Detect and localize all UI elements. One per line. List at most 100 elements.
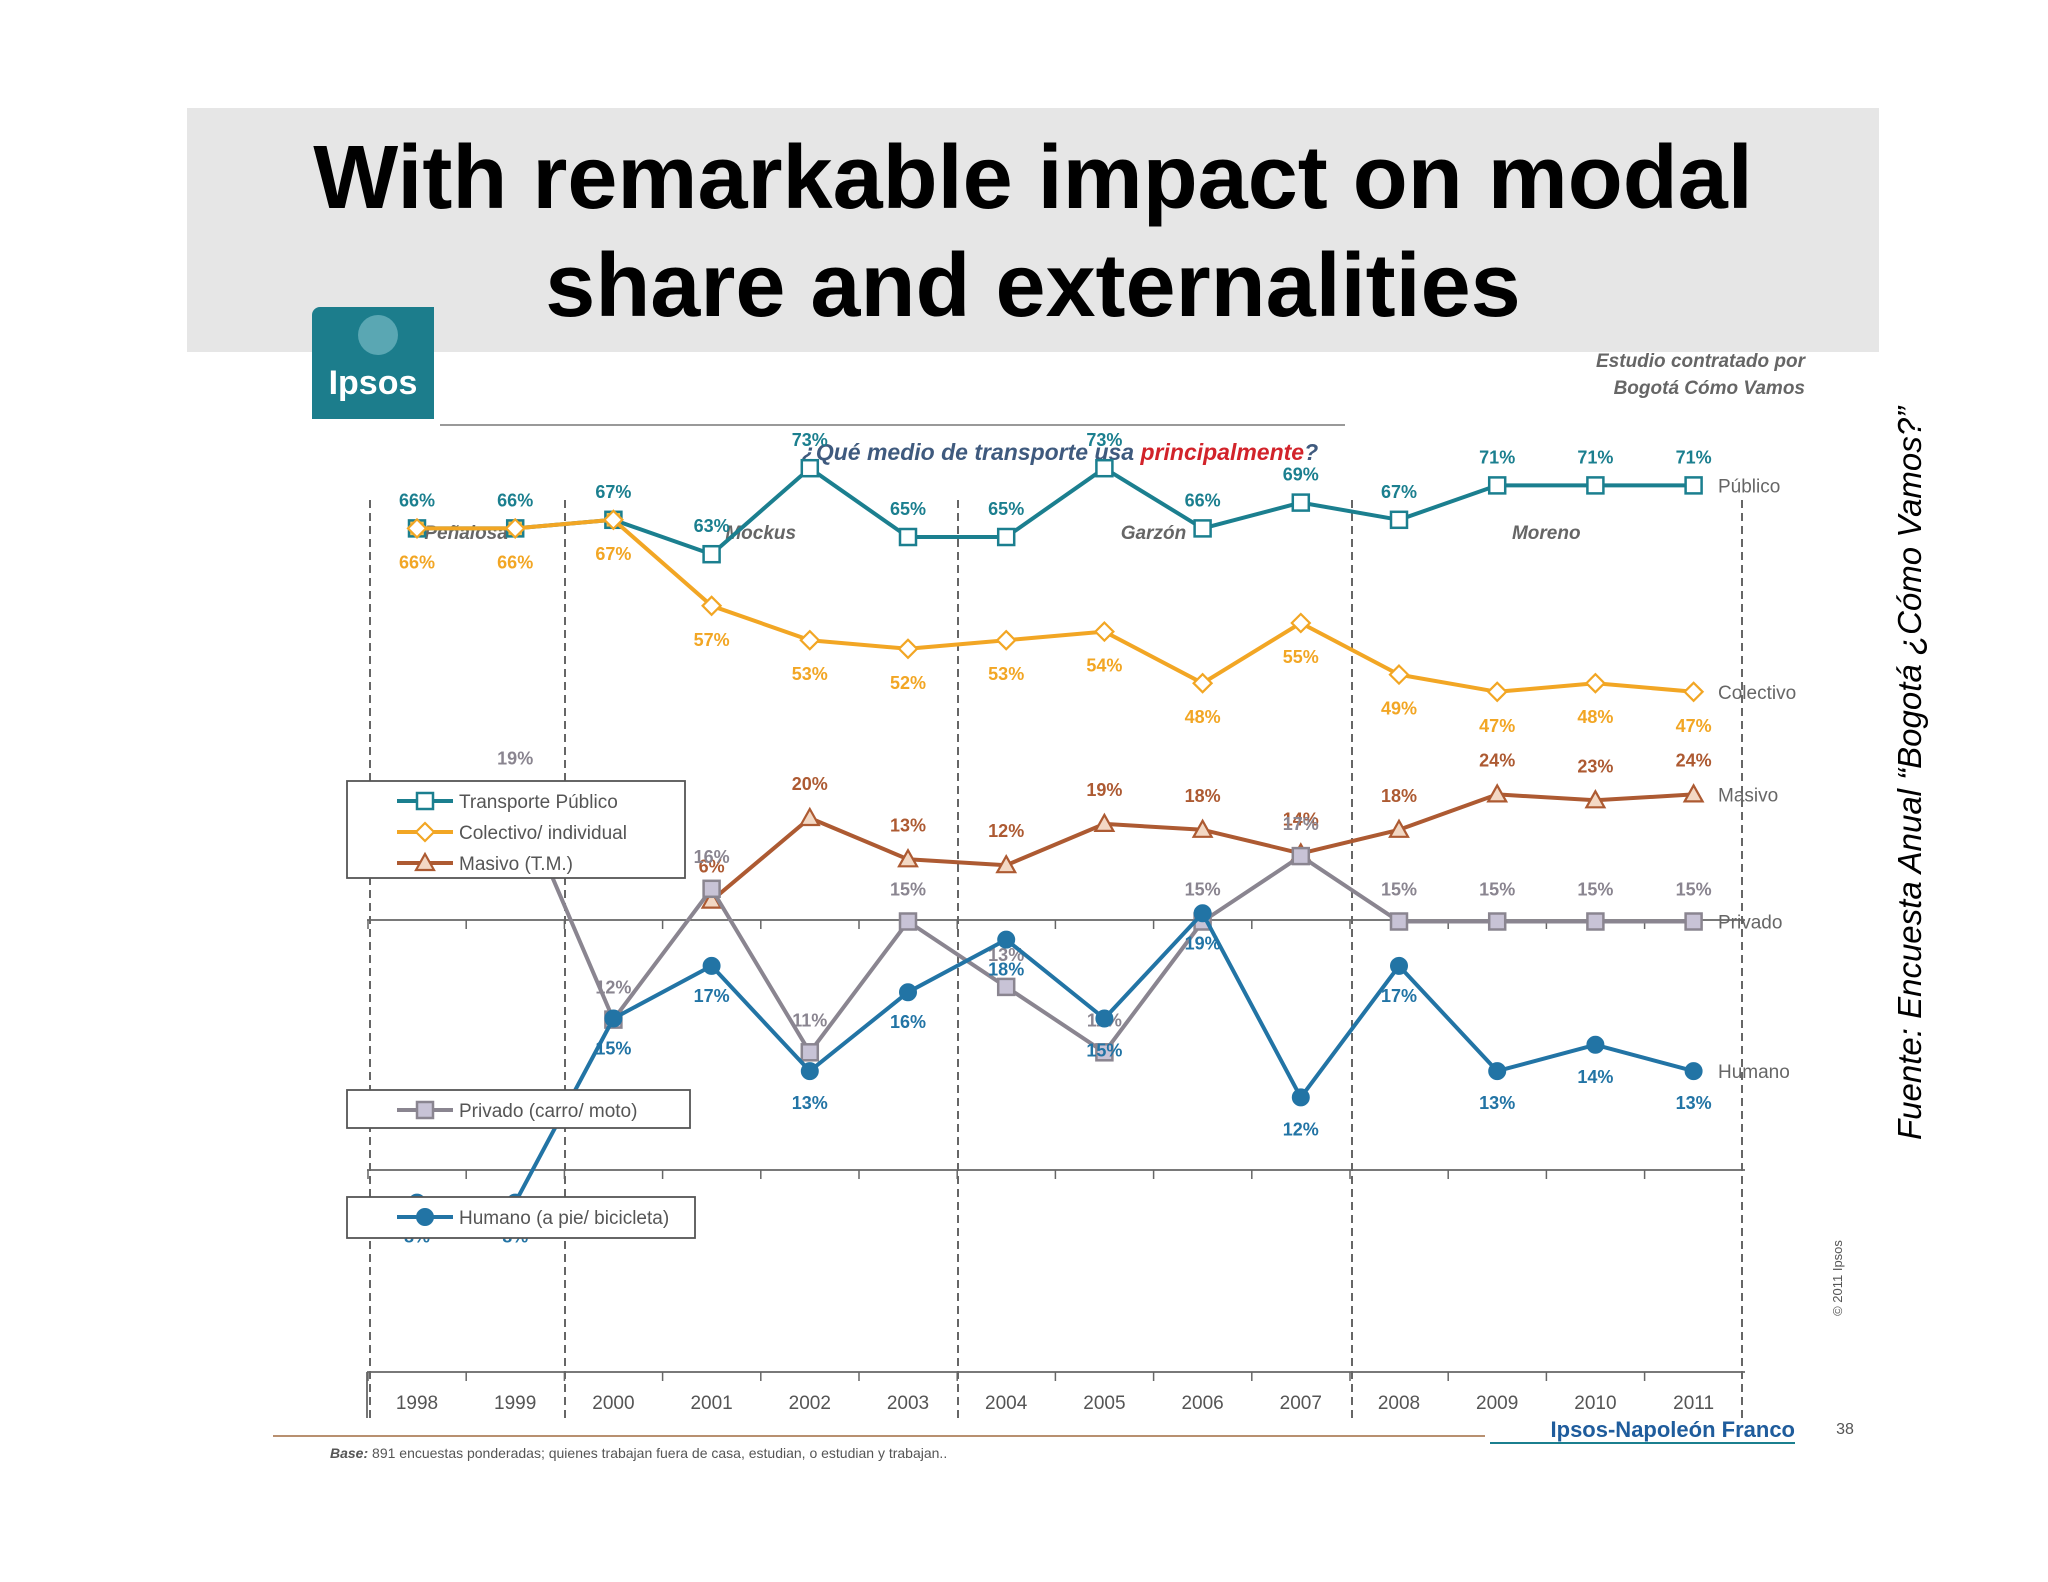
- masivo-data-label: 13%: [890, 815, 926, 835]
- privado-data-label: 15%: [1676, 880, 1712, 900]
- ipsos-logo: Ipsos: [312, 307, 434, 419]
- colectivo-data-label: 48%: [1185, 707, 1221, 727]
- base-label: Base:: [330, 1445, 369, 1461]
- humano-point-2000: [604, 1009, 623, 1028]
- colectivo-point-2000: [602, 509, 624, 531]
- privado-data-label: 19%: [497, 749, 533, 769]
- footer-page-number: 38: [1836, 1421, 1854, 1438]
- masivo-data-label: 23%: [1577, 756, 1613, 776]
- ipsos-logo-mark-icon: [358, 315, 398, 355]
- publico-point-2005: [1095, 458, 1114, 478]
- colectivo-data-label: 49%: [1381, 699, 1417, 719]
- colectivo-point-2005: [1093, 621, 1115, 643]
- colectivo-data-label: 67%: [595, 544, 631, 564]
- privado-data-label: 13%: [988, 945, 1024, 965]
- publico-point-2007: [1291, 493, 1311, 512]
- x-tick-label: 2008: [1378, 1393, 1420, 1414]
- colectivo-data-label: 55%: [1283, 647, 1319, 667]
- x-tick-label: 1999: [494, 1393, 536, 1414]
- publico-data-label: 65%: [890, 499, 926, 519]
- period-label: Moreno: [1512, 523, 1581, 544]
- publico-point-2004: [996, 527, 1016, 547]
- footer-brand: Ipsos-Napoleón Franco: [1551, 1417, 1795, 1442]
- x-tick-label: 2005: [1083, 1393, 1125, 1414]
- privado-data-label: 17%: [1283, 814, 1319, 834]
- masivo-point-2004: [995, 853, 1018, 874]
- publico-data-label: 67%: [1381, 482, 1417, 502]
- privado-data-label: 16%: [694, 847, 730, 867]
- masivo-data-label: 18%: [1185, 786, 1221, 806]
- chart-question-prefix: ¿Qué medio de transporte usa: [802, 439, 1141, 465]
- masivo-data-label: 24%: [1676, 750, 1712, 770]
- ipsos-logo-text: Ipsos: [328, 364, 418, 402]
- colectivo-point-2010: [1584, 672, 1606, 694]
- colectivo-data-label: 66%: [399, 552, 435, 572]
- humano-data-label: 13%: [792, 1093, 828, 1113]
- colectivo-data-label: 54%: [1086, 656, 1122, 676]
- humano-point-2011: [1684, 1062, 1703, 1081]
- privado-point-2007: [1291, 846, 1311, 866]
- colectivo-data-label: 53%: [988, 664, 1024, 684]
- base-text: 891 encuestas ponderadas; quienes trabaj…: [372, 1445, 948, 1461]
- colectivo-end-label: Colectivo: [1718, 683, 1796, 704]
- humano-data-label: 13%: [1479, 1093, 1515, 1113]
- colectivo-data-label: 52%: [890, 673, 926, 693]
- publico-point-2009: [1487, 476, 1507, 495]
- colectivo-point-2001: [701, 595, 723, 617]
- colectivo-data-label: 48%: [1577, 707, 1613, 727]
- humano-data-label: 13%: [1676, 1093, 1712, 1113]
- colectivo-point-1999: [504, 517, 526, 539]
- colectivo-point-2007: [1290, 612, 1312, 634]
- humano-data-label: 18%: [988, 960, 1024, 980]
- publico-data-label: 71%: [1676, 447, 1712, 467]
- x-tick-label: 2010: [1574, 1393, 1616, 1414]
- privado-data-label: 15%: [1185, 880, 1221, 900]
- privado-point-2005: [1095, 1043, 1114, 1062]
- privado-point-2010: [1586, 912, 1605, 931]
- publico-point-2008: [1389, 510, 1409, 530]
- humano-data-label: 12%: [1283, 1119, 1319, 1139]
- humano-point-2006: [1193, 904, 1212, 923]
- privado-point-2002: [800, 1043, 820, 1062]
- masivo-point-2009: [1486, 783, 1509, 803]
- humano-data-label: 14%: [1577, 1067, 1613, 1087]
- colectivo-point-2011: [1683, 681, 1705, 703]
- publico-data-label: 71%: [1479, 447, 1515, 467]
- legend-humano-entry: Humano (a pie/ bicicleta): [459, 1208, 669, 1229]
- chart-question-suffix: ?: [1304, 439, 1318, 465]
- chart-question-highlight: principalmente: [1140, 439, 1305, 465]
- study-note-line2: Bogotá Cómo Vamos: [1613, 378, 1805, 399]
- masivo-point-2002: [798, 806, 821, 827]
- x-tick-label: 2003: [887, 1393, 929, 1414]
- privado-data-label: 11%: [792, 1010, 827, 1030]
- publico-data-label: 69%: [1283, 465, 1319, 485]
- colectivo-point-2004: [995, 629, 1017, 651]
- publico-data-label: 65%: [988, 499, 1024, 519]
- period-label: Peñalosa: [424, 523, 508, 544]
- privado-data-label: 15%: [1479, 880, 1515, 900]
- humano-point-2007: [1291, 1088, 1310, 1107]
- privado-point-2011: [1684, 912, 1703, 931]
- publico-point-2011: [1684, 476, 1703, 495]
- humano-point-2002: [800, 1062, 819, 1081]
- publico-data-label: 66%: [1185, 490, 1221, 510]
- legend-humano-swatch-marker: [416, 1208, 434, 1226]
- privado-data-label: 15%: [890, 880, 926, 900]
- colectivo-series-line: [417, 517, 1694, 694]
- colectivo-data-label: 47%: [1676, 716, 1712, 736]
- footer-copyright: © 2011 Ipsos: [1830, 1240, 1845, 1316]
- legend-modes-entry: Transporte Público: [459, 792, 618, 813]
- masivo-end-label: Masivo: [1718, 785, 1778, 806]
- legend-modes-swatch-marker: [414, 821, 436, 843]
- privado-series-line: [416, 788, 1694, 1055]
- colectivo-point-1998: [406, 517, 428, 539]
- publico-point-2010: [1586, 476, 1605, 495]
- privado-point-2004: [996, 977, 1016, 997]
- publico-end-label: Público: [1718, 476, 1780, 497]
- legend-modes-swatch-marker: [414, 851, 436, 872]
- humano-data-label: 16%: [890, 1012, 926, 1032]
- privado-end-label: Privado: [1718, 913, 1782, 934]
- x-tick-label: 2011: [1673, 1393, 1714, 1414]
- masivo-data-label: 19%: [1086, 780, 1122, 800]
